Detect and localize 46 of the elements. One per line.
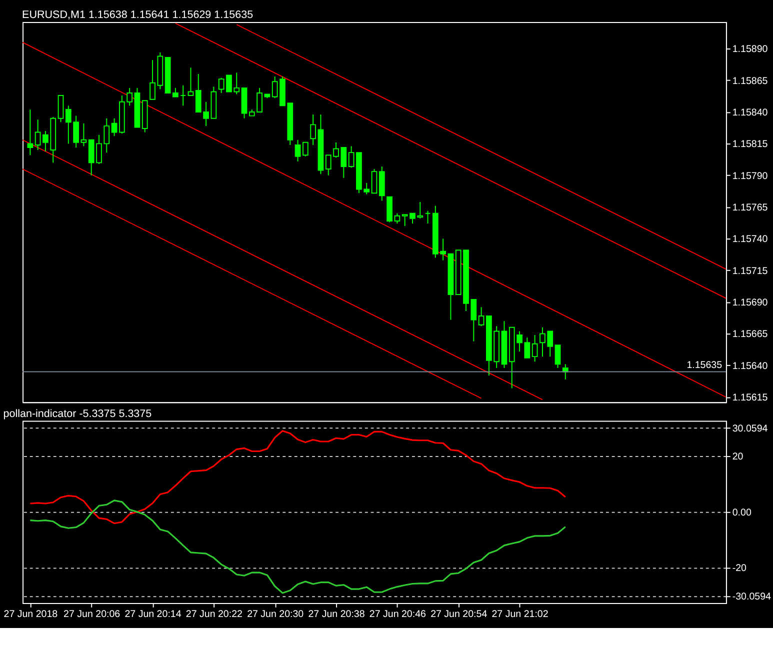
candlestick	[554, 344, 561, 368]
y-tick-label: 1.15765	[732, 202, 768, 214]
ref-line-label: 1.15635	[686, 360, 723, 371]
candlestick	[371, 168, 378, 194]
x-tick-label: 27 Jun 21:02	[492, 609, 548, 620]
y-tick-label: 30.0594	[732, 423, 768, 434]
candlestick	[111, 118, 118, 137]
x-tick-label: 27 Jun 20:54	[430, 609, 488, 620]
y-tick-label: -20	[732, 563, 748, 574]
candlestick	[27, 108, 34, 156]
line-series	[29, 500, 566, 594]
candlestick	[188, 67, 194, 96]
y-tick-label: 1.15840	[732, 107, 768, 118]
candlestick	[302, 142, 308, 157]
y-tick-label: 1.15815	[732, 139, 768, 150]
y-tick-label: 1.15890	[732, 44, 768, 56]
candlestick	[58, 95, 64, 123]
y-tick-label: 1.15790	[732, 170, 768, 182]
x-tick-label: 27 Jun 20:06	[64, 609, 121, 620]
y-tick-label: 20	[732, 451, 744, 462]
candlestick	[532, 334, 538, 362]
x-tick-label: 27 Jun 20:22	[186, 609, 242, 620]
y-tick-label: 1.15865	[732, 76, 768, 87]
y-tick-label: 1.15715	[732, 266, 768, 277]
x-tick-label: 27 Jun 20:30	[247, 609, 304, 620]
line-series	[29, 430, 566, 524]
y-tick-label: 1.15640	[732, 360, 768, 372]
candlestick	[180, 84, 186, 106]
y-tick-label: 1.15615	[732, 392, 768, 404]
candlestick	[310, 114, 316, 146]
chart-title: pollan-indicator -5.3375 5.3375	[3, 408, 152, 420]
y-tick-label: -30.0594	[732, 591, 772, 602]
x-tick-label: 27 Jun 20:38	[308, 609, 366, 620]
x-tick-label: 27 Jun 20:14	[124, 609, 182, 620]
candlestick	[394, 212, 400, 224]
candlestick	[80, 122, 87, 147]
y-tick-label: 0.00	[732, 507, 752, 518]
candlestick	[294, 139, 301, 162]
x-tick-label: 27 Jun 2018	[4, 609, 58, 620]
y-tick-label: 1.15740	[732, 234, 768, 246]
x-tick-label: 27 Jun 20:46	[369, 609, 427, 620]
candlestick	[424, 210, 431, 224]
chart-title: EURUSD,M1 1.15638 1.15641 1.15629 1.15635	[22, 9, 254, 22]
y-tick-label: 1.15690	[732, 298, 768, 309]
y-tick-label: 1.15665	[732, 329, 768, 340]
candlestick	[478, 306, 484, 327]
